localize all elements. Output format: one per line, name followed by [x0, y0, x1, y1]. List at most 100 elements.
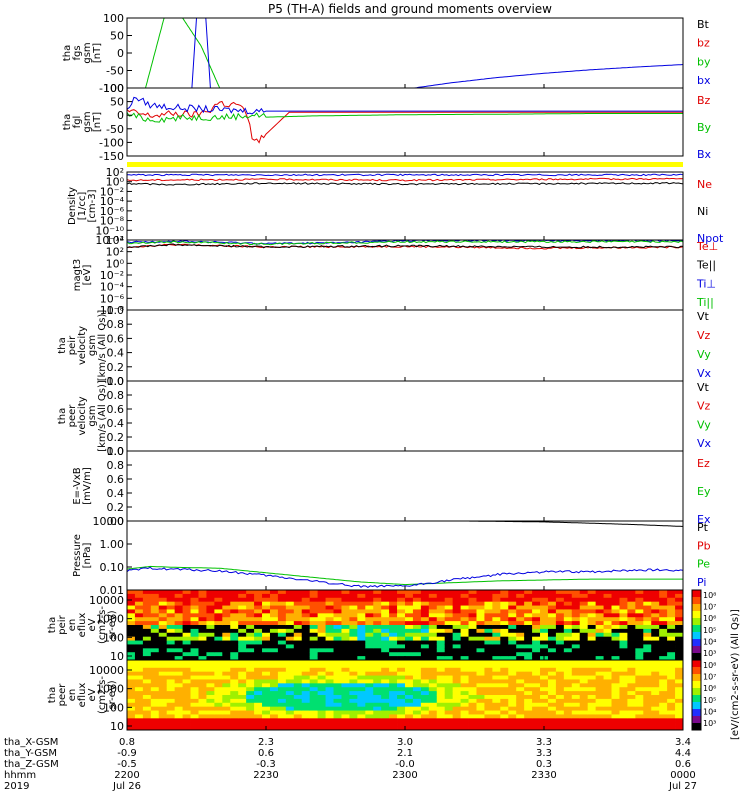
spec-cell [659, 706, 668, 711]
spec-cell [468, 722, 477, 727]
spec-cell [198, 656, 207, 661]
spec-cell [476, 640, 485, 645]
spec-cell [555, 702, 565, 708]
spec-cell [659, 628, 668, 634]
spec-cell [571, 628, 581, 634]
spec-cell [675, 695, 684, 700]
spec-cell [587, 710, 597, 715]
spec-cell [325, 652, 334, 657]
spec-cell [222, 660, 231, 665]
spec-cell [436, 625, 446, 630]
spec-cell [405, 695, 414, 700]
spec-cell [579, 679, 589, 684]
spec-cell [206, 613, 215, 618]
spec-cell [309, 617, 319, 622]
spec-cell [293, 698, 303, 704]
spec-cell [325, 605, 334, 610]
spec-cell [619, 702, 628, 708]
spec-cell [182, 617, 191, 622]
spec-cell [277, 679, 287, 684]
y-axis-label: [km/s (All Qs)] [97, 310, 108, 382]
spec-cell [579, 644, 589, 649]
spec-cell [230, 648, 239, 653]
spec-cell [524, 695, 533, 700]
spec-cell [349, 714, 358, 719]
spec-cell [222, 675, 231, 680]
spec-cell [246, 656, 255, 661]
spec-cell [127, 671, 136, 676]
spec-cell [174, 710, 183, 715]
spec-cell [293, 617, 303, 622]
spec-cell [150, 660, 160, 665]
spec-cell [182, 663, 191, 669]
spec-cell [127, 590, 136, 595]
spec-cell [190, 648, 199, 653]
spec-cell [238, 702, 247, 708]
spec-cell [301, 609, 311, 614]
spec-cell [198, 698, 207, 704]
spec-cell [309, 710, 319, 715]
spec-cell [357, 683, 366, 688]
spec-cell [420, 593, 430, 599]
spec-cell [444, 679, 454, 684]
spec-cell [659, 601, 668, 606]
spec-cell [619, 625, 628, 630]
y-tick-label: 0 [117, 47, 124, 60]
y-axis-label: tha [62, 45, 73, 61]
y-tick-label: 10² [106, 166, 124, 179]
spec-cell [659, 621, 668, 626]
spec-cell [651, 687, 660, 692]
spec-cell [238, 679, 247, 684]
spec-cell [317, 652, 326, 657]
colorbar-tick-label: 10⁸ [703, 591, 716, 600]
spec-cell [254, 675, 263, 680]
spec-cell [158, 652, 168, 657]
spec-cell [436, 691, 446, 696]
spec-cell [516, 656, 525, 661]
spec-cell [675, 714, 684, 719]
series-bz [126, 100, 683, 144]
spec-cell [547, 617, 557, 622]
spec-cell [317, 601, 326, 606]
spec-cell [579, 613, 589, 618]
spec-cell [166, 683, 176, 688]
spec-cell [262, 613, 271, 618]
spec-cell [508, 679, 517, 684]
spec-cell [516, 597, 525, 603]
spec-cell [579, 617, 589, 622]
spec-cell [436, 675, 446, 680]
spec-cell [659, 667, 668, 673]
spec-cell [254, 628, 263, 634]
spec-cell [230, 644, 239, 649]
y-axis-label: velocity [77, 396, 88, 435]
spec-cell [547, 683, 557, 688]
spec-cell [166, 628, 176, 634]
spec-cell [540, 706, 549, 711]
spec-cell [325, 698, 334, 704]
spec-cell [547, 722, 557, 727]
spec-cell [293, 663, 303, 669]
legend-entry: Bz [697, 94, 711, 107]
spec-cell [547, 640, 557, 645]
spec-cell [269, 605, 279, 610]
spec-cell [174, 597, 183, 603]
spec-cell [166, 671, 176, 676]
spec-cell [627, 613, 636, 618]
spec-cell [420, 698, 430, 704]
spec-cell [452, 609, 461, 614]
spec-cell [198, 625, 207, 630]
spec-cell [659, 605, 668, 610]
y-axis-label: [nT] [92, 112, 103, 132]
spec-cell [238, 726, 247, 731]
spec-cell [309, 632, 319, 638]
spec-cell [532, 656, 541, 661]
spec-cell [460, 632, 469, 638]
spec-cell [381, 706, 390, 711]
spec-cell [643, 613, 652, 618]
spec-cell [230, 706, 239, 711]
spec-cell [619, 671, 628, 676]
spec-cell [397, 625, 406, 630]
spec-cell [587, 718, 597, 723]
spec-cell [341, 691, 350, 696]
spec-cell [500, 671, 509, 676]
